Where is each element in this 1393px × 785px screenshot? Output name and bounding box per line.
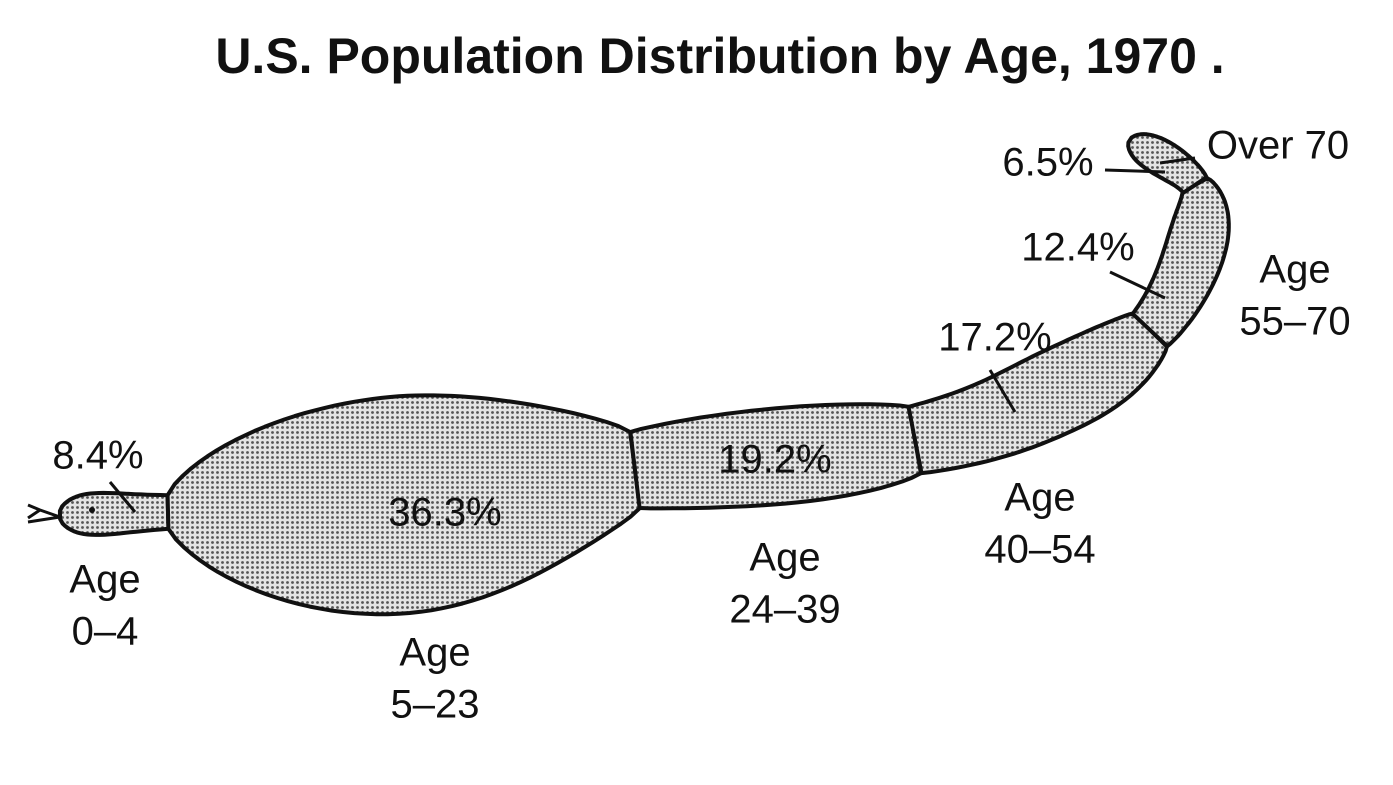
leader-line [1104,168,1166,174]
leader-line [988,369,1017,413]
value-label: 19.2% [718,438,831,482]
tongue [27,503,61,524]
category-label: 24–39 [729,588,840,632]
category-label: 40–54 [984,528,1095,572]
category-label: Age [69,558,140,602]
value-label: 36.3% [388,491,501,535]
category-label: 5–23 [391,683,480,727]
category-label: Age [399,631,470,675]
category-label: 55–70 [1239,300,1350,344]
category-label: Age [1259,248,1330,292]
value-label: 8.4% [52,434,143,478]
leader-line [1109,270,1166,300]
chart-title: U.S. Population Distribution by Age, 197… [215,28,1224,84]
category-label: Age [1004,476,1075,520]
leader-line [1159,156,1196,165]
value-label: 6.5% [1002,141,1093,185]
segment [57,490,171,537]
category-label: 0–4 [72,610,139,654]
category-label: Age [749,536,820,580]
segment [1130,176,1231,349]
value-label: 17.2% [938,316,1051,360]
snake-body [57,132,1231,617]
eye [89,507,95,513]
category-label: Over 70 [1207,124,1349,168]
value-label: 12.4% [1021,226,1134,270]
leader-line [108,481,137,513]
